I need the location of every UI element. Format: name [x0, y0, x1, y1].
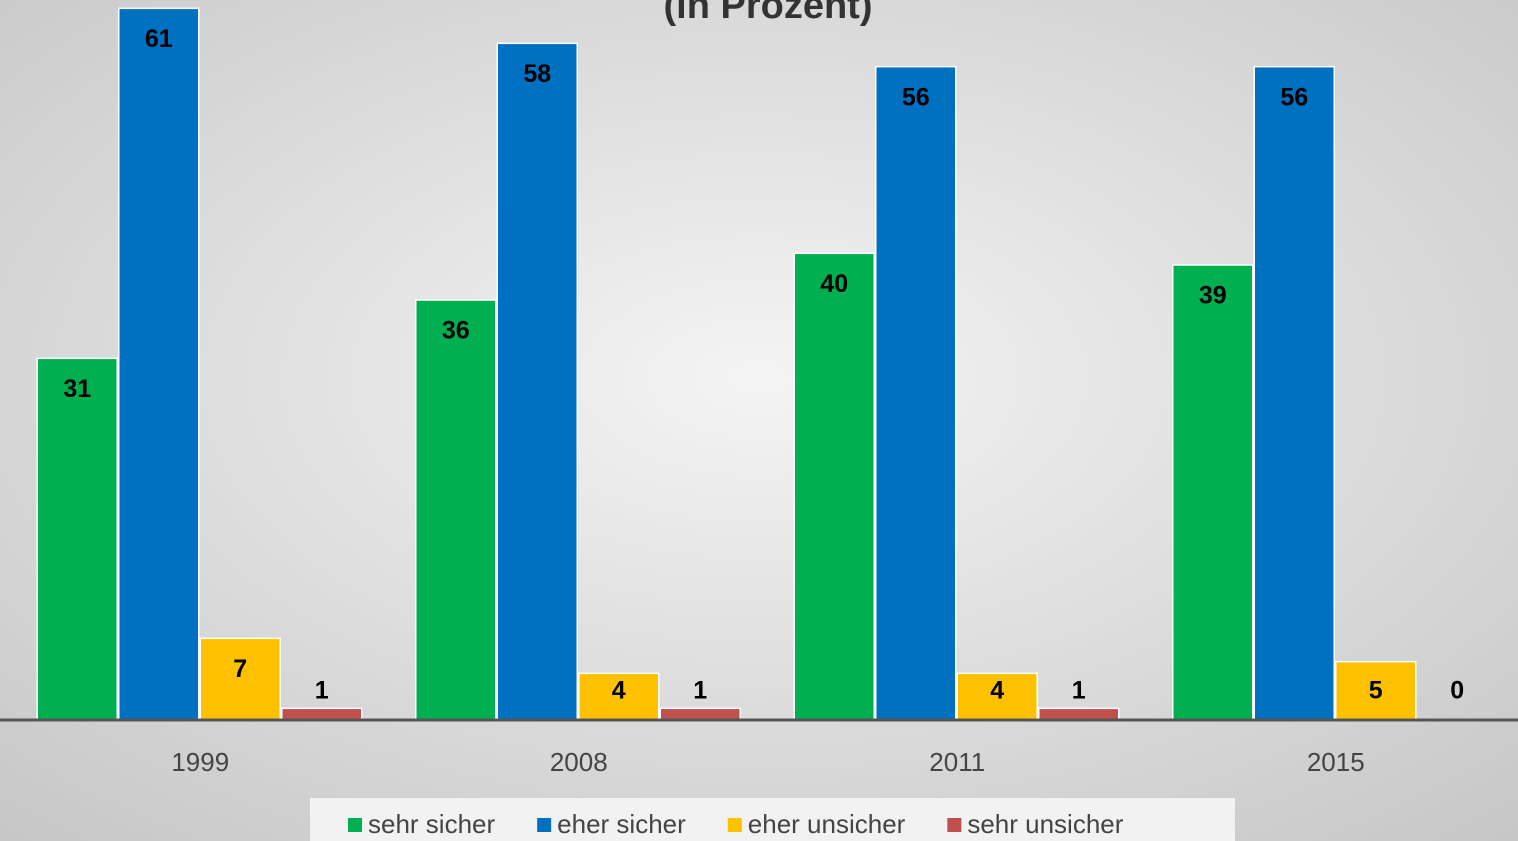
bar — [118, 7, 200, 721]
data-label: 36 — [442, 317, 470, 345]
data-label: 1 — [693, 677, 707, 705]
legend-label: sehr sicher — [368, 809, 495, 839]
chart-title: (in Prozent) — [664, 0, 873, 27]
bar — [1253, 65, 1335, 721]
bar — [36, 357, 118, 721]
bar — [793, 252, 875, 721]
legend-label: eher sicher — [557, 809, 686, 839]
legend-box — [310, 798, 1235, 841]
bar — [199, 637, 281, 721]
data-label: 56 — [902, 83, 930, 111]
bar — [415, 299, 497, 721]
legend-label: eher unsicher — [748, 809, 906, 839]
data-label: 7 — [233, 655, 247, 683]
legend-swatch — [947, 818, 962, 832]
data-label: 39 — [1199, 282, 1227, 310]
data-label: 0 — [1450, 677, 1464, 705]
x-tick-label: 2008 — [550, 747, 608, 777]
bar — [1335, 660, 1417, 721]
bar — [281, 707, 363, 721]
legend-swatch — [537, 818, 552, 832]
bar — [875, 65, 957, 721]
x-tick-label: 1999 — [171, 747, 229, 777]
bar — [1038, 707, 1120, 721]
data-label: 31 — [63, 375, 91, 403]
data-label: 1 — [315, 677, 329, 705]
legend-label: sehr unsicher — [967, 809, 1123, 839]
bar — [659, 707, 741, 721]
x-tick-label: 2015 — [1307, 747, 1365, 777]
bar — [578, 672, 660, 721]
data-label: 40 — [820, 270, 848, 298]
data-label: 1 — [1072, 677, 1086, 705]
x-tick-label: 2011 — [929, 747, 985, 777]
data-label: 4 — [612, 677, 626, 705]
data-label: 56 — [1280, 83, 1308, 111]
bar — [496, 42, 578, 721]
data-label: 58 — [523, 60, 551, 88]
data-label: 4 — [990, 677, 1004, 705]
data-label: 5 — [1369, 677, 1383, 705]
bar — [1172, 264, 1254, 721]
legend-swatch — [727, 818, 742, 832]
legend-swatch — [348, 818, 362, 832]
data-label: 61 — [145, 25, 173, 53]
